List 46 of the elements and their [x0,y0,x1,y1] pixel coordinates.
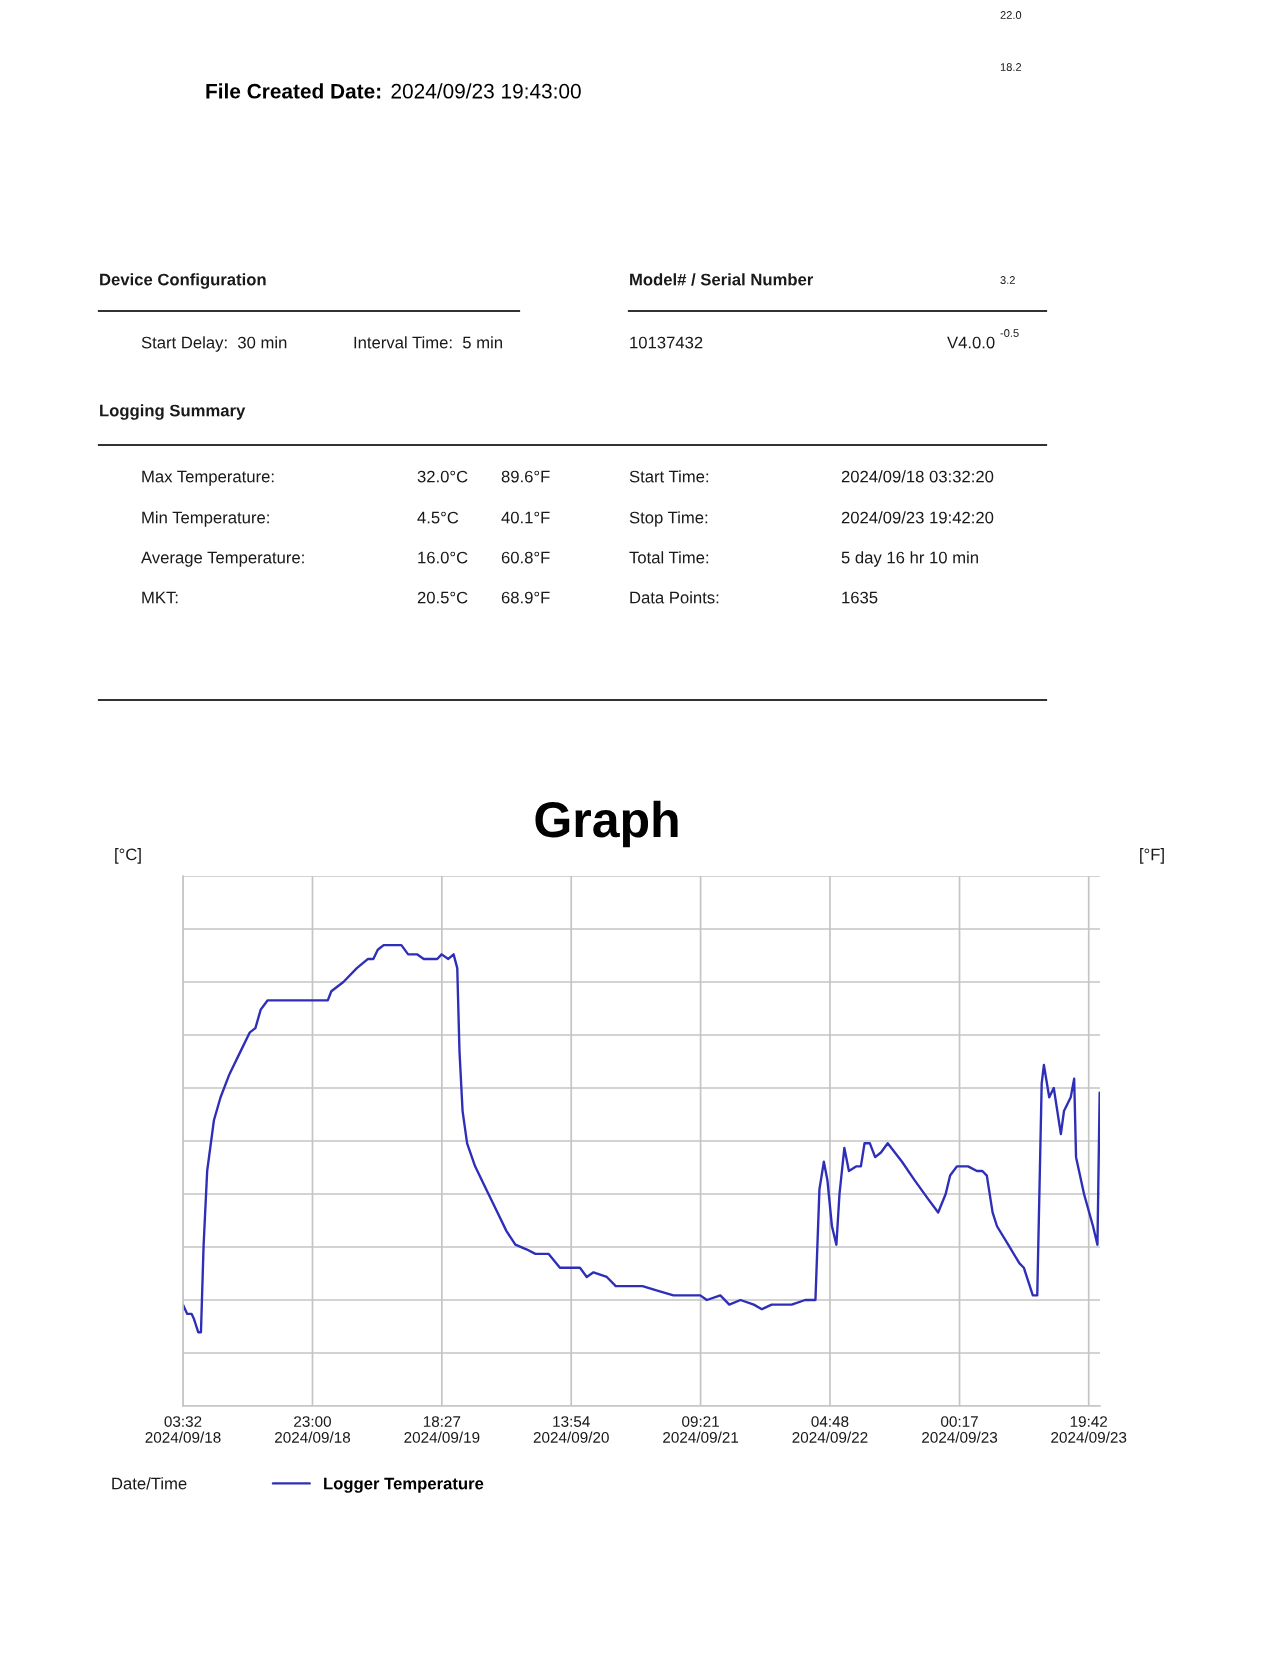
text: Interval Time: 5 min [354,336,502,349]
text: Data Points: [630,591,719,604]
chart-title: Graph [535,800,678,848]
x-axis-title: Date/Time [112,1477,187,1490]
text: Device Configuration [100,273,266,289]
x-tick-label: 19:42 2024/09/23 [1051,1416,1127,1443]
x-tick-label: 18:27 2024/09/19 [404,1416,480,1443]
x-tick-label: 13:54 2024/09/20 [533,1416,609,1443]
text: 40.1°F [501,511,550,524]
text: 2024/09/23 19:42:20 [841,511,994,524]
text: File Created Date: [206,83,381,99]
x-tick-label: 04:48 2024/09/22 [792,1416,868,1443]
text: Start Delay: 30 min [141,336,287,352]
text: Start Time: [629,470,709,483]
text: V4.0.0 [947,336,995,349]
text: 18.2 [1000,63,1022,71]
text: Max Temperature: [142,470,274,486]
text: 3.2 [1000,276,1015,284]
x-tick-label: 09:21 2024/09/21 [663,1416,739,1443]
x-tick-label: 03:32 2024/09/18 [145,1416,221,1443]
text: MKT: [142,591,178,604]
text: 5 day 16 hr 10 min [841,551,978,567]
text: 2024/09/18 03:32:20 [841,470,994,483]
text: 4.5°C [417,511,459,524]
legend-label: Logger Temperature [324,1477,484,1493]
text: 16.0°C [418,551,468,564]
y2-axis-title: [°F] [1140,848,1164,864]
text: Stop Time: [629,511,708,527]
text: 10137432 [630,336,703,349]
text: -0.5 [1000,329,1019,337]
text: Min Temperature: [142,511,269,527]
text: Logging Summary [100,404,246,420]
text: 2024/09/23 19:43:00 [391,83,581,99]
text: Model# / Serial Number [630,273,814,286]
text: 89.6°F [501,470,550,483]
x-tick-label: 00:17 2024/09/23 [922,1416,998,1443]
text: 32.0°C [417,470,468,483]
text: 68.9°F [501,591,550,604]
y-axis-title: [°C] [115,848,141,864]
text: Average Temperature: [141,551,304,567]
text: 60.8°F [501,551,550,564]
text: 1635 [842,591,878,604]
text: 22.0 [1000,11,1022,19]
text: 20.5°C [417,591,468,604]
text: Total Time: [629,551,709,564]
x-tick-label: 23:00 2024/09/18 [275,1416,351,1443]
